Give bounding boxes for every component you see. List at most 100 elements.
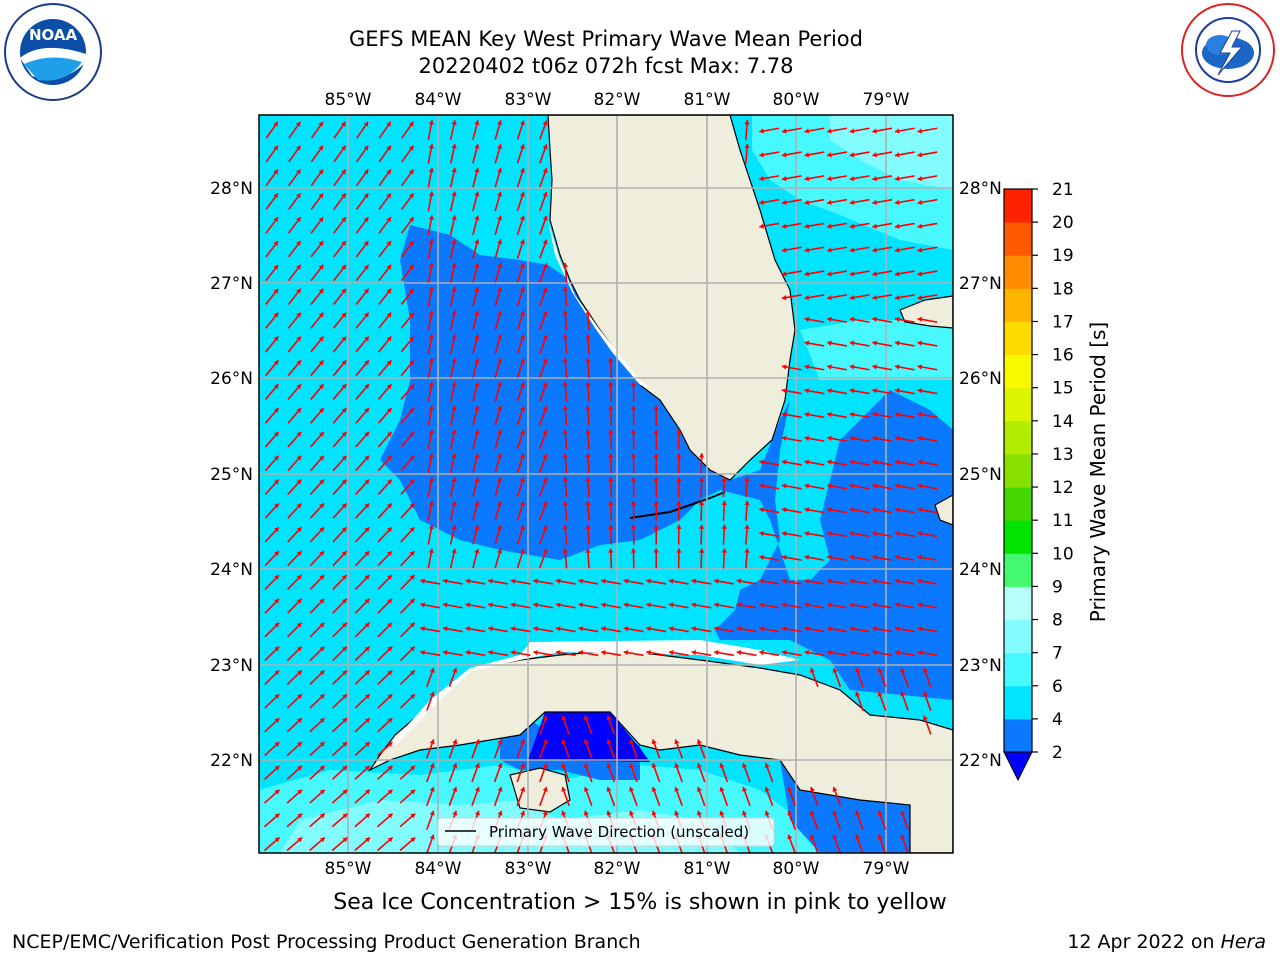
graticule — [259, 115, 953, 853]
lon-label-bottom: 83°W — [505, 859, 552, 879]
wave-arrowhead — [386, 431, 392, 437]
wave-arrowhead — [872, 649, 877, 656]
wave-arrowhead — [274, 598, 280, 604]
lat-label-left: 22°N — [210, 751, 253, 771]
colorbar-segment — [1004, 553, 1032, 587]
wave-arrowhead — [804, 271, 810, 277]
wave-arrowhead — [827, 223, 832, 229]
wave-arrowhead — [872, 507, 877, 513]
wave-arrowhead — [408, 217, 414, 223]
wave-arrowhead — [520, 787, 526, 792]
wave-arrowhead — [578, 578, 584, 584]
wave-arrowhead — [409, 551, 415, 557]
wave-arrowhead — [519, 239, 525, 245]
wave-arrowhead — [542, 453, 548, 459]
wave-arrowhead — [900, 810, 906, 816]
wave-arrowhead — [364, 575, 370, 580]
wave-arrowhead — [474, 405, 480, 411]
wave-arrowhead — [832, 834, 838, 840]
wave-arrowhead — [428, 358, 434, 363]
wave-arrowhead — [273, 336, 279, 342]
colorbar-tick-label: 8 — [1052, 611, 1063, 631]
wave-arrowhead — [872, 411, 877, 418]
wave-arrowhead — [555, 602, 561, 608]
wave-arrowhead — [698, 500, 705, 506]
wave-arrowhead — [387, 670, 393, 676]
wave-arrowhead — [668, 578, 674, 584]
wave-arrowhead — [519, 215, 525, 221]
wave-arrowhead — [872, 152, 877, 158]
wave-arrowhead — [872, 223, 877, 229]
colorbar-segment — [1004, 586, 1032, 621]
wave-arrowhead — [781, 152, 787, 158]
arrow-legend: Primary Wave Direction (unscaled) — [437, 817, 775, 847]
lon-label-top: 84°W — [415, 90, 462, 110]
wave-arrowhead — [409, 288, 414, 294]
wave-arrowhead — [742, 763, 748, 769]
wave-arrowhead — [894, 435, 900, 442]
wave-arrowhead — [319, 503, 324, 509]
wave-arrowhead — [274, 789, 280, 795]
wave-arrowhead — [364, 408, 369, 413]
wave-arrowhead — [917, 128, 923, 134]
wave-arrowhead — [387, 837, 393, 843]
wave-arrowhead — [273, 479, 279, 485]
wave-arrowhead — [386, 312, 392, 318]
wave-arrowhead — [759, 223, 764, 229]
wave-arrowhead — [295, 145, 301, 151]
wave-arrowhead — [562, 429, 568, 434]
wave-arrowhead — [474, 501, 480, 506]
wave-arrowhead — [474, 310, 480, 316]
wave-arrowhead — [872, 578, 877, 584]
wave-arrowhead — [877, 834, 883, 840]
wave-arrowhead — [386, 241, 392, 247]
wave-arrowhead — [273, 527, 279, 533]
wave-arrowhead — [827, 483, 832, 489]
wave-arrowhead — [342, 694, 348, 700]
wave-arrowhead — [497, 239, 503, 245]
wave-arrowhead — [917, 507, 923, 513]
wave-arrowhead — [764, 787, 770, 792]
noaa-logo: NOAA — [4, 3, 102, 101]
wave-arrowhead — [341, 551, 347, 557]
wave-arrowhead — [630, 453, 637, 458]
wave-arrowhead — [296, 670, 302, 676]
wave-arrowhead — [363, 193, 369, 199]
wave-arrowhead — [364, 598, 370, 604]
wave-arrowhead — [561, 810, 567, 816]
wave-arrowhead — [387, 646, 393, 652]
wave-arrowhead — [273, 264, 279, 270]
wave-arrowhead — [917, 554, 923, 561]
wave-arrowhead — [428, 120, 434, 125]
wave-arrowhead — [318, 264, 324, 270]
wave-arrowhead — [542, 739, 548, 745]
wave-arrowhead — [364, 622, 370, 628]
wave-arrowhead — [827, 435, 832, 442]
wave-arrowhead — [341, 622, 347, 628]
wave-arrowhead — [296, 622, 302, 628]
wave-arrowhead — [653, 500, 659, 506]
wave-arrowhead — [827, 578, 832, 584]
wave-arrowhead — [608, 429, 614, 434]
wave-arrowhead — [562, 262, 568, 268]
wave-arrowhead — [364, 431, 369, 437]
wave-arrowhead — [474, 453, 480, 459]
wave-arrowhead — [668, 626, 674, 632]
wave-arrowhead — [653, 524, 659, 529]
lat-label-right: 24°N — [959, 560, 1002, 580]
colorbar-tick-label: 16 — [1052, 346, 1074, 366]
wave-arrowhead — [608, 500, 614, 506]
wave-arrowhead — [465, 626, 471, 632]
wave-arrowhead — [429, 763, 435, 769]
wave-arrowhead — [408, 169, 414, 175]
wave-arrowhead — [497, 191, 503, 197]
wave-arrowhead — [759, 602, 764, 608]
wave-arrowhead — [721, 477, 727, 482]
wave-arrowhead — [341, 336, 347, 342]
wave-arrowhead — [578, 649, 584, 656]
wave-arrowhead — [781, 294, 787, 301]
wave-arrowhead — [274, 837, 280, 843]
wave-arrowhead — [342, 789, 348, 795]
wave-arrowhead — [474, 120, 480, 126]
wave-arrowhead — [827, 199, 832, 206]
